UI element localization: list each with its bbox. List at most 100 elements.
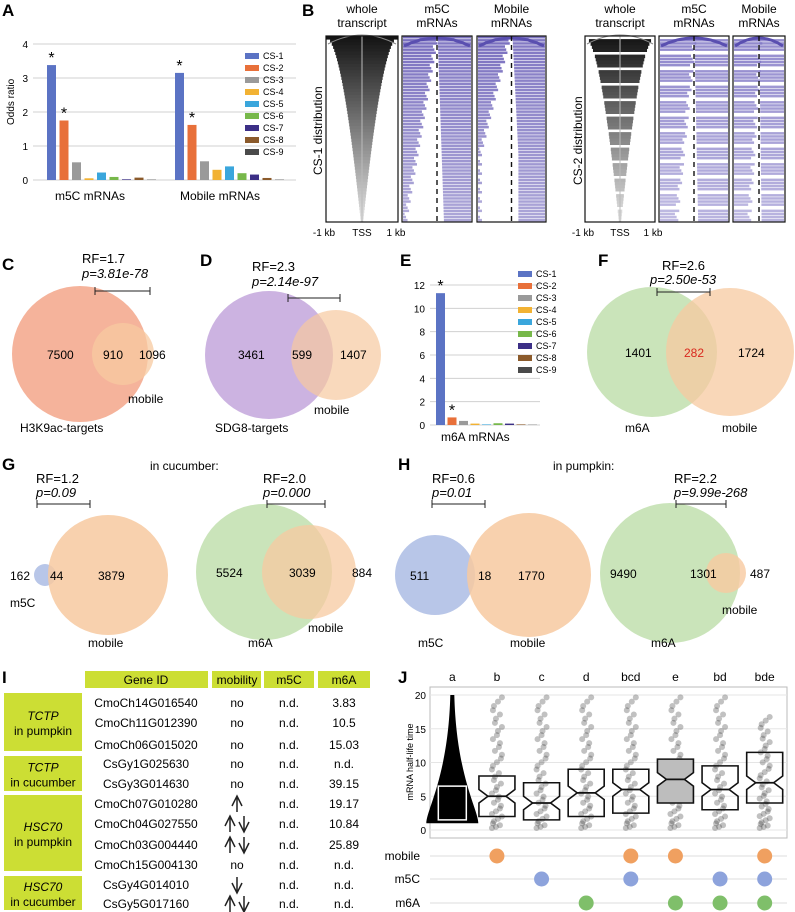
heatmap-row bbox=[478, 206, 480, 209]
bar-cs-2 bbox=[187, 124, 197, 180]
heatmap-row bbox=[403, 67, 432, 70]
data-point bbox=[758, 784, 765, 791]
heatmap-row bbox=[478, 42, 510, 45]
table-row-m5c: n.d. bbox=[279, 858, 299, 872]
table-row-m5c: n.d. bbox=[279, 878, 299, 892]
heatmap-row bbox=[439, 94, 471, 98]
heatmap-row bbox=[760, 101, 784, 104]
bar-cs-7 bbox=[250, 174, 259, 180]
data-point bbox=[583, 732, 590, 739]
heatmap-row bbox=[438, 67, 471, 70]
heatmap-row bbox=[517, 141, 545, 144]
dot-row-label: m5C bbox=[395, 872, 421, 886]
venn-circle-m5c-h bbox=[395, 535, 475, 615]
venn-left-label-h2: m6A bbox=[651, 636, 676, 650]
group-label-m5c: m5C mRNAs bbox=[55, 189, 125, 203]
notched-box bbox=[612, 768, 650, 814]
heatmap-row bbox=[696, 125, 728, 129]
heatmap-row bbox=[660, 172, 684, 175]
data-point bbox=[668, 707, 675, 714]
heatmap-row bbox=[478, 163, 482, 166]
heatmap-row bbox=[478, 110, 489, 113]
data-point bbox=[722, 751, 729, 758]
heatmap-row bbox=[660, 122, 687, 126]
heatmap-row bbox=[760, 122, 784, 126]
heatmap-row bbox=[443, 194, 471, 197]
heatmap-row bbox=[660, 163, 684, 166]
heatmap-row bbox=[516, 107, 545, 110]
panel-g: G in cucumber: RF=1.2 p=0.09 162 44 3879… bbox=[2, 455, 372, 650]
table-row-m6a: n.d. bbox=[334, 878, 354, 892]
data-point bbox=[490, 799, 497, 806]
heatmap-row bbox=[438, 51, 471, 54]
table-row-m6a: 19.17 bbox=[329, 797, 359, 811]
heatmap-title: mRNAs bbox=[673, 16, 714, 30]
legend-label: CS-4 bbox=[536, 305, 557, 315]
heatmap-row bbox=[761, 181, 784, 185]
gene-group-cell bbox=[4, 795, 82, 871]
significance-letter: c bbox=[539, 670, 545, 684]
data-point bbox=[668, 736, 675, 743]
data-point bbox=[766, 739, 773, 746]
panel-c: C RF=1.7 p=3.81e-78 7500 910 1096 H3K9ac… bbox=[2, 251, 166, 435]
heatmap-row bbox=[734, 132, 755, 135]
table-row-gene-id: CmoCh15G004130 bbox=[94, 858, 198, 872]
heatmap-row bbox=[403, 178, 413, 182]
table-row-m5c: n.d. bbox=[279, 838, 299, 852]
heatmap-row bbox=[438, 45, 471, 48]
data-point bbox=[761, 790, 768, 797]
table-row-gene-id: CsGy5G017160 bbox=[103, 897, 189, 911]
bracket-h2 bbox=[675, 500, 727, 508]
heatmap-row bbox=[734, 119, 754, 123]
heatmap-row bbox=[518, 191, 545, 194]
data-point bbox=[537, 715, 544, 722]
data-point bbox=[717, 783, 724, 790]
heatmap-row bbox=[514, 82, 545, 85]
heatmap-row bbox=[478, 91, 494, 95]
y-tick-label: 0 bbox=[420, 826, 426, 837]
bar-cs-8 bbox=[262, 177, 272, 180]
data-point bbox=[543, 813, 550, 820]
heatmap-row bbox=[478, 70, 503, 73]
data-point bbox=[714, 818, 721, 825]
bracket-c bbox=[94, 287, 151, 295]
gene-group-cell bbox=[4, 693, 82, 751]
y-tick-label: 4 bbox=[22, 40, 28, 51]
data-point bbox=[586, 805, 593, 812]
significance-letter: bcd bbox=[621, 670, 640, 684]
legend-swatch bbox=[518, 367, 532, 373]
data-point bbox=[542, 755, 549, 762]
heatmap-row bbox=[440, 122, 471, 126]
p-value-h1: p=0.01 bbox=[431, 485, 472, 500]
heatmap-row bbox=[440, 125, 471, 129]
heatmap-row bbox=[697, 203, 728, 206]
heatmap-row bbox=[478, 169, 480, 172]
heatmap-row bbox=[734, 200, 753, 203]
legend-label: CS-8 bbox=[263, 135, 284, 145]
data-point bbox=[540, 793, 547, 800]
data-point bbox=[760, 810, 767, 817]
gene-group-species: in pumpkin bbox=[14, 724, 72, 738]
heatmap-row bbox=[660, 169, 682, 172]
heatmap-row bbox=[660, 178, 681, 182]
legend-label: CS-9 bbox=[263, 147, 284, 157]
heatmap-row bbox=[443, 215, 471, 219]
table-row-mobility: no bbox=[230, 696, 244, 710]
tick-minus-1kb: -1 kb bbox=[313, 228, 336, 239]
profile-curve bbox=[586, 34, 654, 45]
heatmap-row bbox=[403, 160, 416, 163]
data-point bbox=[764, 728, 771, 735]
gene-group-species: in pumpkin bbox=[14, 835, 72, 849]
y-tick-label: 20 bbox=[415, 691, 427, 702]
bar-cs-6 bbox=[109, 176, 119, 180]
data-point bbox=[541, 711, 548, 718]
heatmap-row bbox=[441, 138, 471, 141]
data-point bbox=[631, 802, 638, 809]
data-point bbox=[766, 713, 773, 720]
data-point bbox=[542, 780, 549, 787]
legend-label: CS-8 bbox=[536, 353, 557, 363]
bar-cs-4 bbox=[212, 169, 222, 180]
heatmap-row bbox=[759, 63, 784, 67]
